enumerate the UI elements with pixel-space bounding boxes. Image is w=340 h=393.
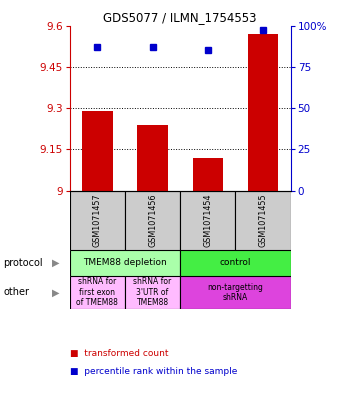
Bar xyxy=(125,191,180,250)
Text: ■  transformed count: ■ transformed count xyxy=(70,349,168,358)
Bar xyxy=(180,250,291,276)
Bar xyxy=(70,276,125,309)
Bar xyxy=(125,276,180,309)
Text: non-targetting
shRNA: non-targetting shRNA xyxy=(207,283,264,302)
Bar xyxy=(235,191,291,250)
Text: control: control xyxy=(220,258,251,267)
Text: protocol: protocol xyxy=(3,258,43,268)
Text: GSM1071454: GSM1071454 xyxy=(203,193,212,247)
Bar xyxy=(180,276,291,309)
Bar xyxy=(70,250,180,276)
Bar xyxy=(70,191,125,250)
Title: GDS5077 / ILMN_1754553: GDS5077 / ILMN_1754553 xyxy=(103,11,257,24)
Text: other: other xyxy=(3,287,29,297)
Text: ▶: ▶ xyxy=(52,258,60,268)
Text: shRNA for
3'UTR of
TMEM88: shRNA for 3'UTR of TMEM88 xyxy=(133,277,172,307)
Text: ▶: ▶ xyxy=(52,287,60,297)
Bar xyxy=(137,125,168,191)
Text: GSM1071455: GSM1071455 xyxy=(259,193,268,247)
Text: shRNA for
first exon
of TMEM88: shRNA for first exon of TMEM88 xyxy=(76,277,118,307)
Bar xyxy=(248,34,278,191)
Text: TMEM88 depletion: TMEM88 depletion xyxy=(83,258,167,267)
Text: ■  percentile rank within the sample: ■ percentile rank within the sample xyxy=(70,367,237,376)
Text: GSM1071456: GSM1071456 xyxy=(148,193,157,247)
Bar xyxy=(193,158,223,191)
Bar xyxy=(180,191,235,250)
Bar xyxy=(82,111,113,191)
Text: GSM1071457: GSM1071457 xyxy=(93,193,102,247)
